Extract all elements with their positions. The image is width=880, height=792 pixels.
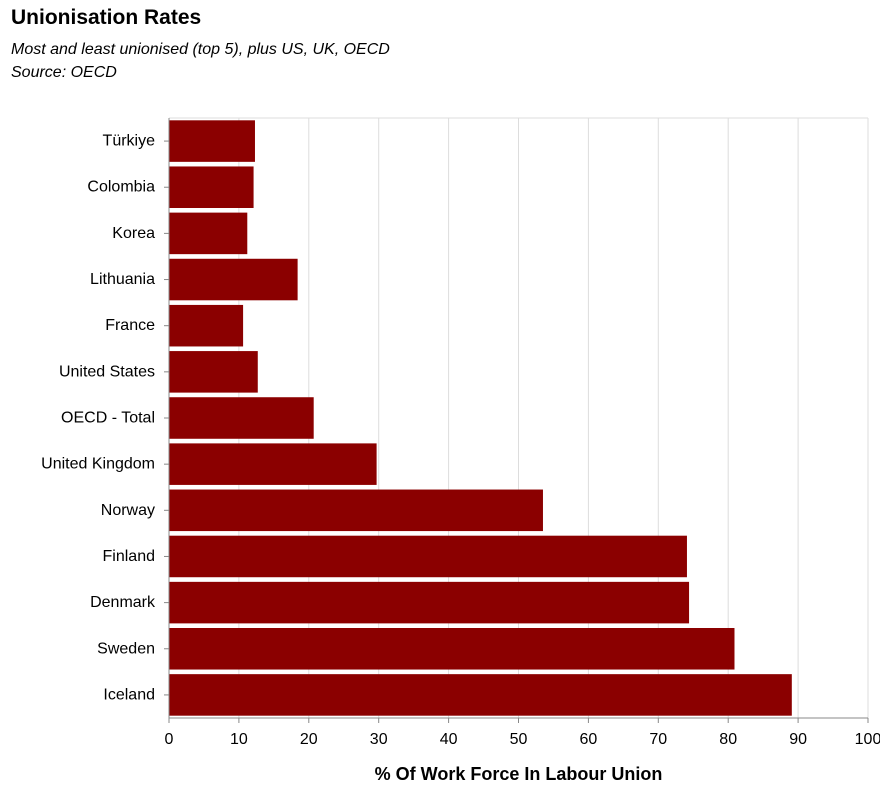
bar xyxy=(169,489,543,532)
bar xyxy=(169,535,687,578)
y-tick-label: United Kingdom xyxy=(41,456,155,473)
x-tick-label: 90 xyxy=(789,731,807,748)
y-tick-label: OECD - Total xyxy=(61,410,155,427)
x-axis-title: % Of Work Force In Labour Union xyxy=(375,764,663,784)
chart-title: Unionisation Rates xyxy=(11,6,202,29)
y-tick-label: Finland xyxy=(103,548,155,565)
bar xyxy=(169,120,255,162)
x-tick-label: 20 xyxy=(300,731,318,748)
y-tick-label: Iceland xyxy=(103,686,155,703)
bar xyxy=(169,674,792,716)
x-tick-label: 80 xyxy=(719,731,737,748)
x-tick-label: 50 xyxy=(510,731,528,748)
bar xyxy=(169,581,690,624)
x-tick-label: 30 xyxy=(370,731,388,748)
x-tick-label: 60 xyxy=(580,731,598,748)
y-tick-label: Korea xyxy=(112,225,155,242)
bar xyxy=(169,351,258,393)
y-tick-label: Sweden xyxy=(97,640,155,657)
y-tick-label: France xyxy=(105,317,155,334)
y-tick-label: Colombia xyxy=(87,179,155,196)
y-axis: Türkiye Colombia Korea Lithuania France Unite… xyxy=(41,118,170,718)
bar xyxy=(169,304,244,347)
bar xyxy=(169,258,298,301)
chart-subtitle: Most and least unionised (top 5), plus U… xyxy=(11,41,390,58)
bars xyxy=(169,120,792,716)
chart-source: Source: OECD xyxy=(11,64,117,81)
bar xyxy=(169,397,314,439)
bar xyxy=(169,212,248,255)
x-axis: 0 10 20 30 40 50 60 70 80 90 100 xyxy=(165,717,880,748)
bar xyxy=(169,166,254,208)
y-tick-label: Norway xyxy=(101,502,155,519)
x-tick-label: 70 xyxy=(649,731,667,748)
x-tick-label: 100 xyxy=(855,731,880,748)
x-tick-label: 0 xyxy=(165,731,174,748)
y-tick-label: Lithuania xyxy=(90,271,155,288)
y-tick-label: Denmark xyxy=(90,594,156,611)
bar xyxy=(169,443,377,485)
x-tick-label: 10 xyxy=(230,731,248,748)
y-tick-label: United States xyxy=(59,363,155,380)
y-tick-label: Türkiye xyxy=(103,133,156,150)
x-tick-label: 40 xyxy=(440,731,458,748)
bar xyxy=(169,628,735,670)
